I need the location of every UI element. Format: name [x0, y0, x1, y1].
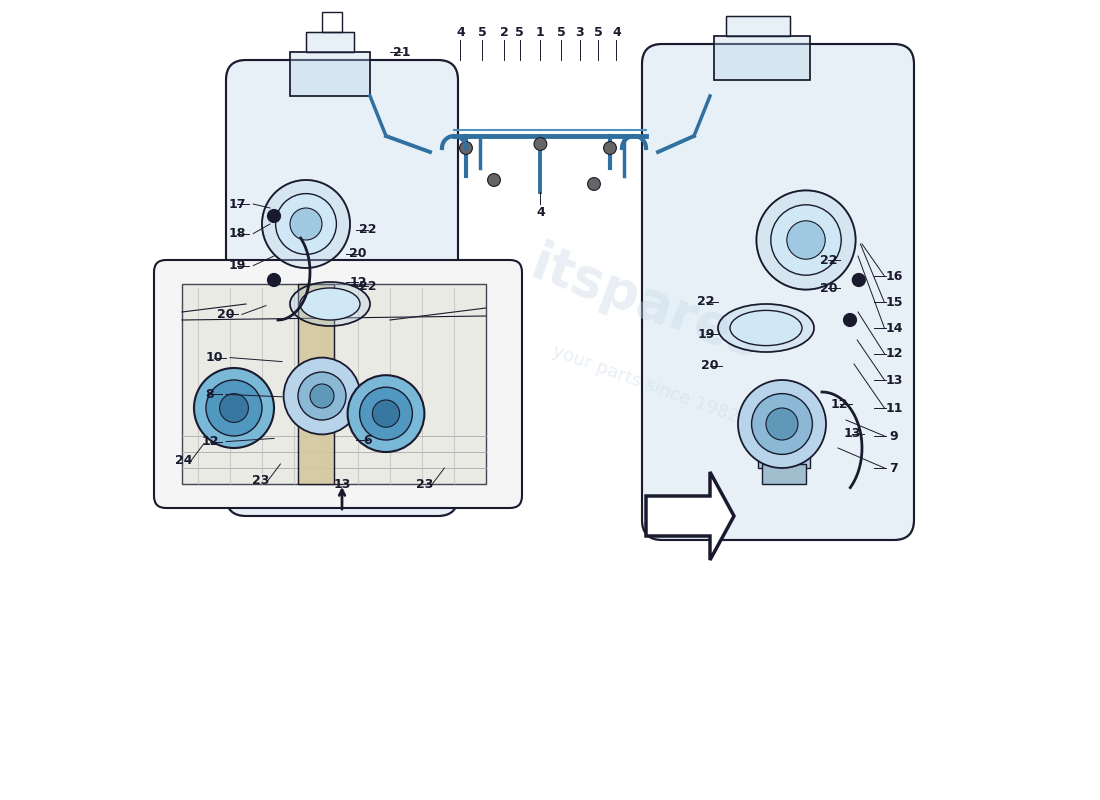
Text: 5: 5: [477, 26, 486, 38]
Text: 3: 3: [575, 26, 584, 38]
Text: 11: 11: [886, 402, 903, 414]
Text: 20: 20: [820, 282, 837, 294]
Text: 10: 10: [206, 351, 222, 364]
Text: 7: 7: [890, 462, 899, 474]
Text: 17: 17: [229, 198, 246, 210]
Bar: [758, 424, 810, 468]
Circle shape: [766, 408, 797, 440]
Circle shape: [751, 394, 813, 454]
Text: 22: 22: [697, 295, 715, 308]
Bar: [714, 36, 810, 80]
Bar: [306, 32, 354, 52]
Text: 12: 12: [350, 276, 366, 289]
Circle shape: [487, 174, 500, 186]
Text: 12: 12: [886, 347, 903, 360]
Circle shape: [267, 210, 280, 222]
Circle shape: [194, 368, 274, 448]
Text: 21: 21: [394, 46, 410, 58]
Text: itspares: itspares: [524, 238, 768, 370]
Circle shape: [206, 380, 262, 436]
Text: 20: 20: [218, 308, 234, 321]
Bar: [290, 52, 370, 96]
Text: 13: 13: [844, 427, 861, 440]
Circle shape: [852, 274, 866, 286]
Text: 6: 6: [363, 434, 372, 446]
Circle shape: [262, 180, 350, 268]
Text: 9: 9: [890, 430, 899, 442]
Circle shape: [267, 274, 280, 286]
Ellipse shape: [290, 282, 370, 326]
Text: 23: 23: [416, 478, 433, 490]
Text: 12: 12: [830, 398, 848, 410]
Circle shape: [587, 178, 601, 190]
Circle shape: [771, 205, 842, 275]
Text: 12: 12: [201, 435, 219, 448]
Text: 8: 8: [206, 388, 214, 401]
Ellipse shape: [718, 304, 814, 352]
Circle shape: [348, 375, 425, 452]
Bar: [306, 432, 342, 452]
Text: 14: 14: [886, 322, 903, 334]
Bar: [182, 284, 486, 484]
Circle shape: [460, 142, 472, 154]
Text: 22: 22: [359, 280, 376, 293]
Bar: [726, 16, 790, 36]
Circle shape: [373, 400, 399, 427]
Text: 24: 24: [175, 454, 192, 466]
Text: 19: 19: [229, 259, 246, 272]
Circle shape: [220, 394, 249, 422]
Text: 13: 13: [333, 478, 351, 490]
Text: 23: 23: [252, 474, 270, 486]
Circle shape: [534, 138, 547, 150]
Circle shape: [298, 372, 346, 420]
Text: your parts since 1982: your parts since 1982: [550, 342, 741, 426]
Bar: [298, 284, 334, 484]
Bar: [290, 52, 370, 96]
Circle shape: [284, 358, 361, 434]
Text: 5: 5: [557, 26, 565, 38]
Text: 4: 4: [536, 206, 544, 218]
Text: 15: 15: [886, 296, 903, 309]
Circle shape: [276, 194, 337, 254]
Text: 1: 1: [536, 26, 544, 38]
FancyBboxPatch shape: [226, 60, 458, 516]
Text: 16: 16: [886, 270, 903, 282]
FancyBboxPatch shape: [154, 260, 522, 508]
Ellipse shape: [730, 310, 802, 346]
Bar: [322, 12, 342, 32]
Ellipse shape: [300, 288, 360, 320]
Bar: [298, 284, 334, 484]
Bar: [762, 464, 806, 484]
Text: 22: 22: [820, 254, 837, 266]
Text: 5: 5: [515, 26, 524, 38]
Text: 20: 20: [350, 247, 366, 260]
Text: 19: 19: [697, 328, 715, 341]
Text: 4: 4: [456, 26, 465, 38]
Bar: [726, 16, 790, 36]
Text: 5: 5: [594, 26, 603, 38]
Circle shape: [604, 142, 616, 154]
Text: 20: 20: [702, 359, 718, 372]
Text: 4: 4: [612, 26, 620, 38]
Bar: [714, 36, 810, 80]
Circle shape: [290, 208, 322, 240]
Circle shape: [757, 190, 856, 290]
Circle shape: [738, 380, 826, 468]
Circle shape: [786, 221, 825, 259]
Text: 22: 22: [359, 223, 376, 236]
Circle shape: [310, 384, 334, 408]
Circle shape: [360, 387, 412, 440]
FancyBboxPatch shape: [642, 44, 914, 540]
Polygon shape: [646, 472, 734, 560]
Text: 2: 2: [500, 26, 509, 38]
Bar: [302, 396, 346, 436]
Text: 13: 13: [886, 374, 903, 386]
Circle shape: [844, 314, 857, 326]
Bar: [306, 32, 354, 52]
Text: 18: 18: [229, 227, 246, 240]
